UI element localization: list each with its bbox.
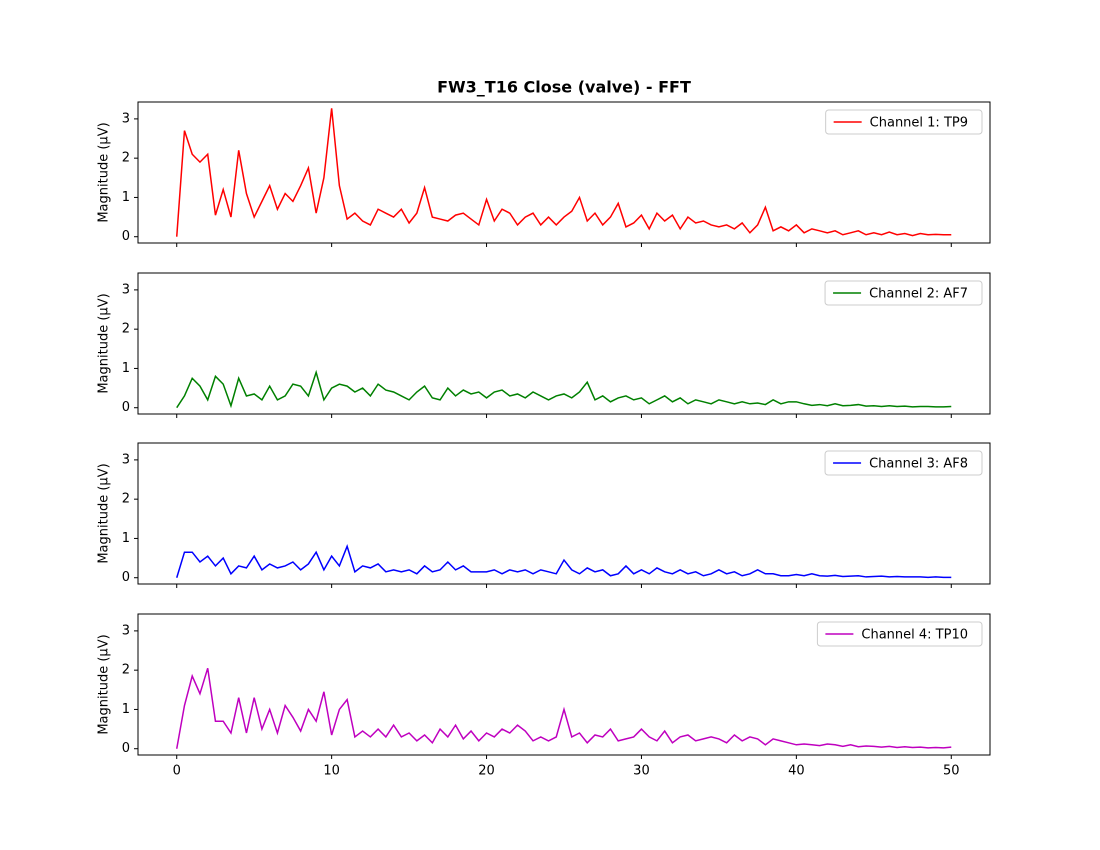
legend-label: Channel 4: TP10 xyxy=(861,628,968,643)
legend-label: Channel 3: AF8 xyxy=(869,457,968,472)
legend: Channel 3: AF8 xyxy=(824,450,983,476)
y-tick-label: 0 xyxy=(122,570,130,585)
legend: Channel 1: TP9 xyxy=(825,109,983,135)
y-tick-label: 0 xyxy=(122,400,130,415)
y-tick-label: 0 xyxy=(122,229,130,244)
axes-frame xyxy=(137,101,991,244)
y-tick-label: 3 xyxy=(122,282,130,297)
y-tick-label: 3 xyxy=(122,452,130,467)
y-tick-label: 2 xyxy=(122,492,130,507)
y-tick-label: 1 xyxy=(122,361,130,376)
axes-frame xyxy=(137,442,991,585)
chart-title: FW3_T16 Close (valve) - FFT xyxy=(437,78,691,97)
y-tick-label: 1 xyxy=(122,531,130,546)
x-tick-label: 40 xyxy=(788,764,805,779)
y-tick-label: 1 xyxy=(122,190,130,205)
y-axis-label: Magnitude (μV) xyxy=(97,634,112,734)
x-tick-label: 30 xyxy=(633,764,650,779)
legend: Channel 4: TP10 xyxy=(816,621,983,647)
legend-box xyxy=(824,280,983,306)
y-tick-label: 2 xyxy=(122,151,130,166)
y-tick-label: 2 xyxy=(122,663,130,678)
axes-frame xyxy=(137,613,991,756)
y-axis-label: Magnitude (μV) xyxy=(97,293,112,393)
legend: Channel 2: AF7 xyxy=(824,280,983,306)
legend-box xyxy=(816,621,983,647)
legend-box xyxy=(825,109,983,135)
legend-box xyxy=(824,450,983,476)
x-tick-label: 10 xyxy=(323,764,340,779)
y-tick-label: 1 xyxy=(122,702,130,717)
x-tick-label: 0 xyxy=(173,764,181,779)
axes-frame xyxy=(137,272,991,415)
y-tick-label: 3 xyxy=(122,623,130,638)
y-tick-label: 3 xyxy=(122,111,130,126)
y-tick-label: 0 xyxy=(122,741,130,756)
y-axis-label: Magnitude (μV) xyxy=(97,122,112,222)
data-line xyxy=(176,544,952,579)
legend-label: Channel 1: TP9 xyxy=(870,116,968,131)
data-line xyxy=(175,108,952,237)
x-tick-label: 20 xyxy=(478,764,495,779)
x-tick-label: 50 xyxy=(943,764,960,779)
y-axis-label: Magnitude (μV) xyxy=(97,463,112,563)
data-line xyxy=(175,667,952,749)
y-tick-label: 2 xyxy=(122,322,130,337)
data-line xyxy=(176,369,952,409)
legend-label: Channel 2: AF7 xyxy=(869,287,968,302)
